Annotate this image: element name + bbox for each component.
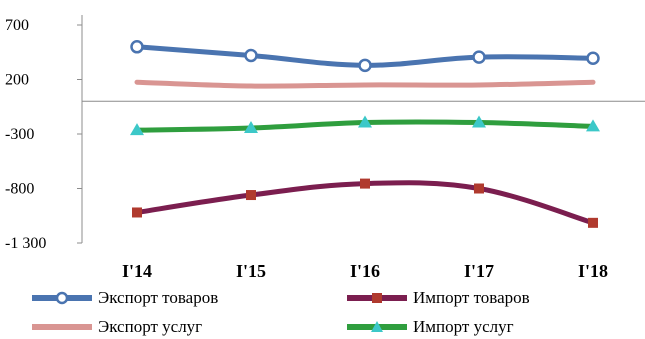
x-tick-labels: I'14 I'15 I'16 I'17 I'18: [122, 261, 608, 281]
series-1: [132, 178, 598, 228]
series-line: [134, 180, 596, 226]
data-point: [244, 48, 258, 63]
y-tick-label: -300: [5, 126, 34, 143]
y-tick-label: 200: [5, 72, 29, 89]
x-tick-label: I'14: [122, 261, 152, 281]
y-tick-label: -800: [5, 181, 34, 198]
data-point: [130, 123, 144, 136]
data-point: [586, 119, 600, 132]
data-point: [360, 178, 370, 189]
series-0: [130, 40, 600, 73]
data-point: [588, 217, 598, 228]
x-tick-label: I'18: [578, 261, 608, 281]
series-3: [130, 115, 600, 136]
data-point: [358, 115, 372, 128]
chart-axes: [77, 15, 645, 244]
data-point: [246, 190, 256, 201]
data-point: [358, 58, 372, 73]
x-tick-label: I'17: [464, 261, 494, 281]
x-tick-label: I'16: [350, 261, 380, 281]
data-point: [472, 50, 486, 64]
data-point: [130, 40, 144, 54]
series-line: [134, 79, 596, 89]
data-point: [472, 115, 486, 128]
y-tick-label: 700: [5, 17, 29, 34]
y-tick-labels: 700 200 -300 -800 -1 300: [5, 17, 46, 252]
data-point: [244, 121, 258, 134]
chart-series: [130, 40, 600, 228]
y-tick-label: -1 300: [5, 235, 46, 252]
x-tick-label: I'15: [236, 261, 266, 281]
data-point: [474, 183, 484, 194]
data-point: [132, 207, 142, 218]
data-point: [586, 51, 600, 65]
series-2: [134, 79, 596, 89]
